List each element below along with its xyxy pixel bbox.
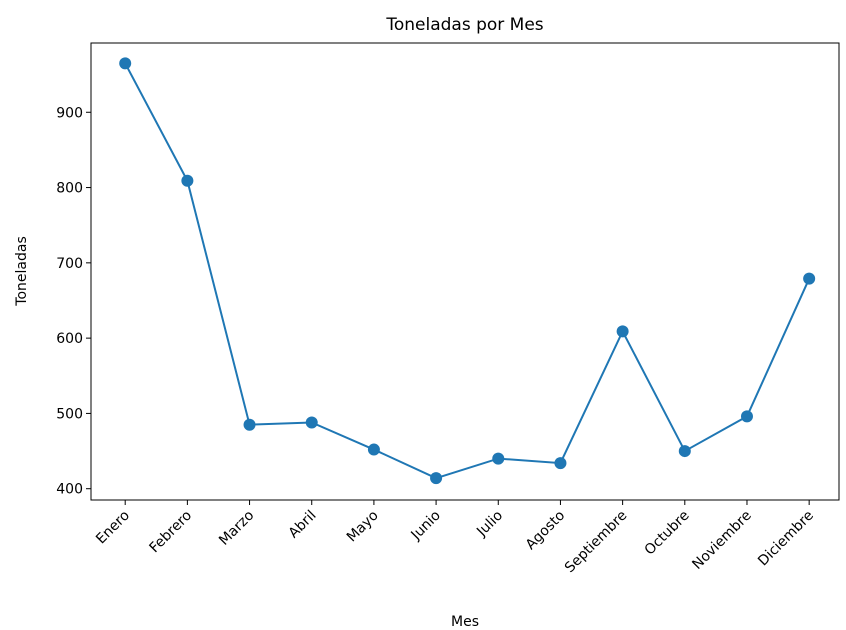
y-tick-label: 400 bbox=[56, 482, 83, 498]
x-tick-label: Agosto bbox=[523, 508, 569, 554]
x-tick-label: Marzo bbox=[216, 508, 257, 549]
x-tick-label: Febrero bbox=[147, 508, 196, 557]
chart-title: Toneladas por Mes bbox=[385, 15, 543, 35]
y-tick-label: 600 bbox=[56, 331, 83, 347]
x-tick-label: Abril bbox=[286, 508, 320, 542]
x-tick-label: Junio bbox=[408, 508, 444, 544]
point bbox=[554, 457, 567, 470]
point bbox=[740, 410, 753, 423]
x-tick-label: Mayo bbox=[344, 508, 382, 546]
point bbox=[678, 445, 691, 458]
x-tick-label: Octubre bbox=[642, 508, 693, 559]
y-axis-label: Toneladas bbox=[14, 236, 30, 306]
point bbox=[492, 452, 505, 465]
plot-frame bbox=[90, 42, 840, 501]
point bbox=[616, 325, 629, 338]
x-tick-label: Noviembre bbox=[689, 508, 754, 573]
y-tick-label: 900 bbox=[56, 105, 83, 121]
line bbox=[124, 62, 811, 480]
x-axis-label: Mes bbox=[451, 614, 479, 630]
y-tick-label: 800 bbox=[56, 181, 83, 197]
point bbox=[243, 418, 256, 431]
x-tick-label: Diciembre bbox=[755, 508, 817, 570]
point bbox=[367, 443, 380, 456]
y-tick-label: 500 bbox=[56, 406, 83, 422]
x-tick-label: Enero bbox=[93, 508, 133, 548]
point bbox=[803, 272, 816, 285]
point bbox=[181, 174, 194, 187]
point bbox=[305, 416, 318, 429]
x-tick-label: Julio bbox=[473, 508, 506, 541]
point bbox=[430, 472, 443, 485]
y-tick-label: 700 bbox=[56, 256, 83, 272]
x-tick-label: Septiembre bbox=[562, 508, 631, 577]
point bbox=[119, 57, 132, 70]
